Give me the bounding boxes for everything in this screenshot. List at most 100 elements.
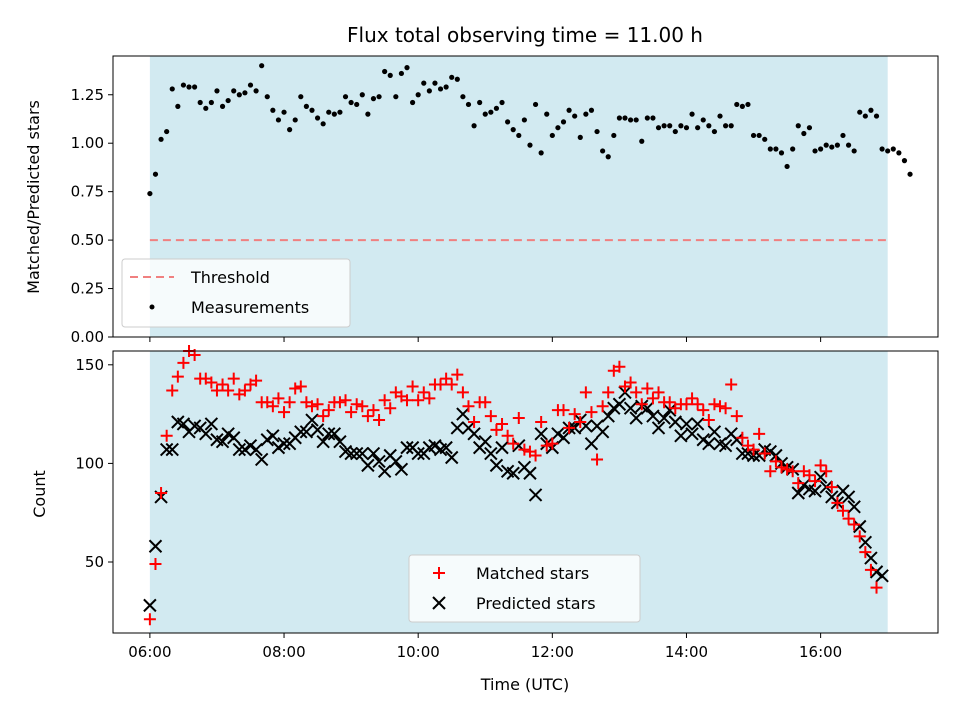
- matched-point: [317, 410, 330, 423]
- measurement-point: [314, 115, 321, 121]
- measurement-point: [879, 146, 885, 152]
- predicted-point: [238, 442, 252, 457]
- matched-point: [177, 356, 190, 369]
- matched-point: [227, 372, 240, 385]
- measurement-point: [426, 88, 432, 94]
- matched-point: [730, 410, 743, 423]
- matched-point: [820, 465, 833, 478]
- measurement-point: [348, 99, 354, 106]
- predicted-point: [445, 450, 459, 465]
- measurement-point: [298, 94, 304, 100]
- matched-point: [753, 427, 766, 440]
- matched-point: [775, 461, 788, 474]
- predicted-point: [679, 417, 694, 431]
- predicted-point: [853, 519, 867, 534]
- measurement-point: [661, 123, 667, 129]
- measurement-point: [186, 84, 192, 90]
- predicted-point: [456, 407, 470, 421]
- matched-point: [378, 394, 391, 407]
- matched-point: [540, 439, 553, 452]
- predicted-point: [495, 440, 509, 455]
- matched-point: [356, 400, 369, 413]
- matched-point: [384, 402, 397, 415]
- predicted-point: [612, 397, 627, 411]
- measurement-point: [689, 111, 695, 117]
- top-x-ticks: [149, 337, 822, 342]
- matched-point: [563, 421, 576, 434]
- matched-point: [406, 380, 419, 393]
- measurement-point: [633, 117, 639, 123]
- predicted-point: [254, 452, 269, 467]
- predicted-point: [523, 466, 537, 480]
- measurement-point: [600, 148, 606, 154]
- predicted-point: [450, 421, 465, 435]
- matched-point: [809, 475, 822, 488]
- measurement-point: [482, 111, 488, 117]
- x-tick-label: 06:00: [128, 643, 171, 661]
- measurement-point: [175, 103, 181, 109]
- measurement-point: [208, 99, 214, 106]
- measurement-point: [398, 70, 405, 77]
- predicted-legend-swatch: [432, 596, 446, 610]
- measurement-point: [164, 128, 170, 135]
- predicted-point: [249, 442, 263, 457]
- measurement-point: [812, 148, 818, 154]
- measurement-point: [672, 128, 678, 135]
- measurement-point: [801, 130, 807, 137]
- matched-point: [680, 398, 693, 411]
- measurement-point: [767, 146, 773, 152]
- measurement-point: [404, 65, 410, 71]
- measurement-point: [231, 88, 237, 94]
- matched-point: [613, 360, 626, 373]
- predicted-point: [232, 442, 247, 457]
- measurement-point: [147, 190, 153, 197]
- measurement-point: [829, 144, 835, 150]
- predicted-point: [808, 484, 822, 498]
- predicted-point: [601, 409, 615, 423]
- measurement-point: [449, 74, 455, 80]
- measurement-point: [488, 109, 494, 115]
- matched-point: [585, 406, 598, 419]
- matched-point: [479, 396, 492, 409]
- x-tick-label: 12:00: [531, 643, 574, 661]
- measurement-point: [566, 107, 572, 113]
- matched-point: [663, 396, 676, 409]
- measurement-point: [169, 86, 175, 92]
- predicted-point: [735, 446, 750, 461]
- top-y-ticks: 0.00 0.25 0.50 0.75 1.00 1.25: [71, 86, 113, 346]
- measurement-point: [359, 92, 365, 98]
- measurement-point: [678, 123, 684, 129]
- matched-point: [171, 370, 184, 383]
- predicted-point: [333, 435, 347, 449]
- matched-point: [222, 384, 235, 397]
- top-legend-box: [121, 258, 351, 328]
- x-tick-label: 10:00: [397, 643, 440, 661]
- measurement-point: [845, 142, 852, 148]
- measurement-point: [337, 109, 343, 115]
- measurement-point: [594, 128, 600, 135]
- measurement-point: [577, 134, 583, 140]
- x-tick-label: 16:00: [799, 643, 842, 661]
- predicted-point: [696, 433, 710, 447]
- predicted-point: [791, 486, 805, 500]
- bottom-axes-frame: [112, 350, 939, 634]
- measurement-point: [214, 88, 220, 94]
- measurement-point: [750, 132, 757, 139]
- predicted-point: [143, 598, 157, 613]
- measurement-point: [862, 113, 868, 119]
- matched-point: [792, 477, 805, 490]
- x-tick-label: 08:00: [262, 643, 305, 661]
- measurement-point: [695, 125, 701, 131]
- measurement-point: [516, 132, 522, 139]
- measurement-point: [700, 117, 706, 123]
- measurement-point: [538, 150, 544, 156]
- predicted-point: [355, 446, 369, 461]
- measurement-point: [370, 96, 377, 102]
- measurement-point: [527, 142, 533, 148]
- matched-point: [529, 449, 542, 462]
- predicted-point: [277, 436, 291, 451]
- matched-point: [250, 374, 263, 387]
- predicted-point: [484, 446, 498, 461]
- y-tick-label: 0.75: [71, 183, 104, 201]
